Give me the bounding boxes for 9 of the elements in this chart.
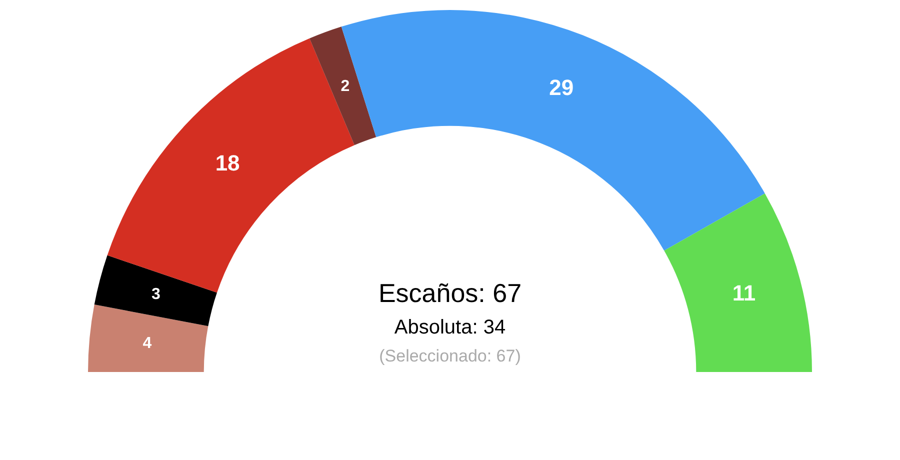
data-label: 3 [152,286,161,303]
text: Escaños: 67 [378,278,522,308]
data-label: 29 [549,75,574,100]
data-label: 18 [215,150,240,176]
data-label: 11 [732,280,756,306]
data-label: 4 [142,334,152,352]
text: Absoluta: 34 [394,316,506,339]
text: (Seleccionado: 67) [379,346,521,366]
data-label: 2 [340,78,350,95]
